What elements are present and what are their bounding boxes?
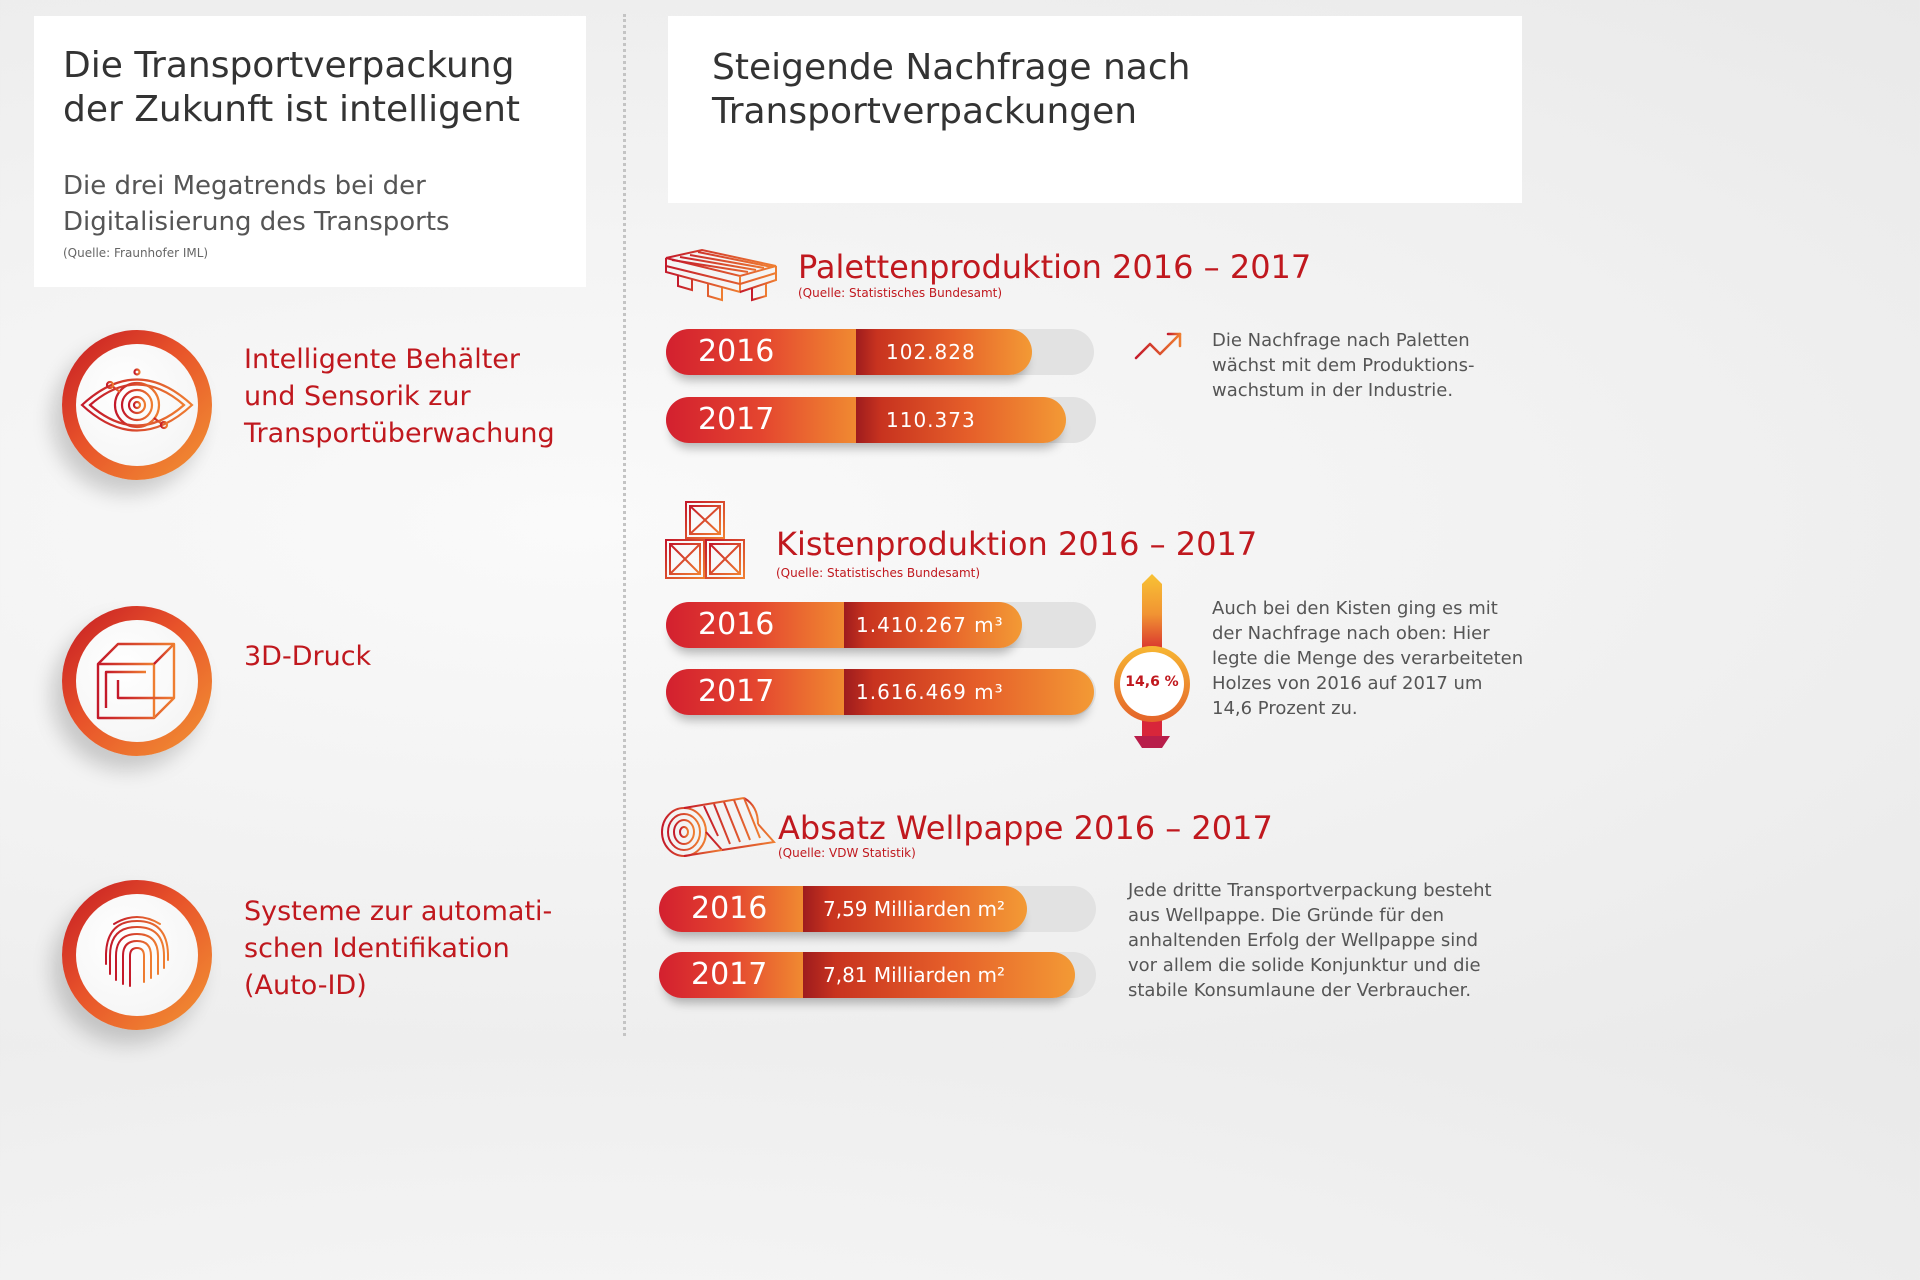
note-line: legte die Menge des verarbeiteten [1212, 648, 1524, 669]
bar-value: 7,81 Milliarden m² [803, 952, 1075, 998]
crates-icon [665, 501, 745, 579]
left-title-line1: Die Transportverpackung [63, 45, 515, 86]
note-line: Auch bei den Kisten ging es mit [1212, 598, 1498, 619]
section-title-paletten: Palettenproduktion 2016 – 2017 [798, 248, 1312, 286]
left-subtitle-line1: Die drei Megatrends bei der [63, 171, 426, 201]
column-divider [623, 14, 626, 1036]
trend-text-auto-id: Systeme zur automati- schen Identifikati… [244, 893, 552, 1004]
trend-line: und Sensorik zur [244, 381, 471, 412]
bar-kisten-2016: 2016 1.410.267 m³ [666, 602, 1022, 648]
fingerprint-icon [105, 916, 169, 987]
trend-line: schen Identifikation [244, 933, 510, 964]
section-source-wellpappe: (Quelle: VDW Statistik) [778, 846, 916, 860]
bar-paletten-2016: 2016 102.828 [666, 329, 1032, 375]
bar-value: 1.410.267 m³ [844, 602, 1022, 648]
left-title-line2: der Zukunft ist intelligent [63, 89, 521, 130]
section-title-wellpappe: Absatz Wellpappe 2016 – 2017 [778, 809, 1273, 847]
bar-value: 1.616.469 m³ [844, 669, 1094, 715]
bar-wellpappe-2016: 2016 7,59 Milliarden m² [659, 886, 1027, 932]
bar-year: 2017 [666, 397, 856, 443]
trend-text-3d-print: 3D-Druck [244, 638, 371, 675]
bar-value: 7,59 Milliarden m² [803, 886, 1027, 932]
trend-line: Transportüberwachung [244, 418, 555, 449]
left-source: (Quelle: Fraunhofer IML) [63, 246, 209, 260]
right-title-line1: Steigende Nachfrage nach [712, 47, 1191, 88]
section-source-kisten: (Quelle: Statistisches Bundesamt) [776, 566, 981, 580]
pallet-icon [665, 248, 777, 302]
right-header-card [668, 16, 1522, 203]
section-title-kisten: Kistenproduktion 2016 – 2017 [776, 525, 1258, 563]
trend-circle-sensors [62, 330, 212, 480]
bar-value: 110.373 [856, 397, 1066, 443]
bar-year: 2017 [659, 952, 803, 998]
left-subtitle: Die drei Megatrends bei der Digitalisier… [63, 168, 450, 240]
note-line: der Nachfrage nach oben: Hier [1212, 623, 1490, 644]
trend-line: (Auto-ID) [244, 970, 367, 1001]
note-line: anhaltenden Erfolg der Wellpappe sind [1128, 930, 1479, 951]
cube-3d-print-icon [96, 642, 176, 720]
left-subtitle-line2: Digitalisierung des Transports [63, 207, 450, 237]
bar-wellpappe-2017: 2017 7,81 Milliarden m² [659, 952, 1075, 998]
bar-value: 102.828 [856, 329, 1032, 375]
bar-year: 2017 [666, 669, 844, 715]
note-line: aus Wellpappe. Die Gründe für den [1128, 905, 1445, 926]
right-title-line2: Transportverpackungen [712, 91, 1138, 132]
bar-year: 2016 [666, 329, 856, 375]
left-title: Die Transportverpackung der Zukunft ist … [63, 44, 520, 132]
growth-percent: 14,6 % [1125, 674, 1179, 690]
bar-year: 2016 [659, 886, 803, 932]
trend-circle-3d-print [62, 606, 212, 756]
note-line: wachstum in der Industrie. [1212, 380, 1454, 401]
note-line: Holzes von 2016 auf 2017 um [1212, 673, 1483, 694]
trend-text-sensors: Intelligente Behälter und Sensorik zur T… [244, 341, 555, 452]
note-kisten: Auch bei den Kisten ging es mit der Nach… [1212, 596, 1523, 721]
bar-kisten-2017: 2017 1.616.469 m³ [666, 669, 1094, 715]
note-line: Die Nachfrage nach Paletten [1212, 330, 1470, 351]
trend-line: Intelligente Behälter [244, 344, 521, 375]
left-header-card [34, 16, 586, 287]
right-title: Steigende Nachfrage nach Transportverpac… [712, 46, 1190, 134]
bar-paletten-2017: 2017 110.373 [666, 397, 1066, 443]
note-line: stabile Konsumlaune der Verbraucher. [1128, 980, 1472, 1001]
cardboard-roll-icon [661, 797, 776, 857]
note-wellpappe: Jede dritte Transportverpackung besteht … [1128, 878, 1492, 1003]
trend-circle-auto-id [62, 880, 212, 1030]
trend-up-icon [1132, 332, 1186, 372]
eye-sensor-icon [80, 368, 194, 432]
note-line: vor allem die solide Konjunktur und die [1128, 955, 1481, 976]
section-source-paletten: (Quelle: Statistisches Bundesamt) [798, 286, 1003, 300]
trend-line: 3D-Druck [244, 641, 372, 672]
note-line: 14,6 Prozent zu. [1212, 698, 1358, 719]
trend-line: Systeme zur automati- [244, 896, 553, 927]
note-line: Jede dritte Transportverpackung besteht [1128, 880, 1492, 901]
note-paletten: Die Nachfrage nach Paletten wächst mit d… [1212, 328, 1474, 403]
note-line: wächst mit dem Produktions- [1212, 355, 1475, 376]
growth-thermometer-icon [1114, 574, 1190, 748]
bar-year: 2016 [666, 602, 844, 648]
